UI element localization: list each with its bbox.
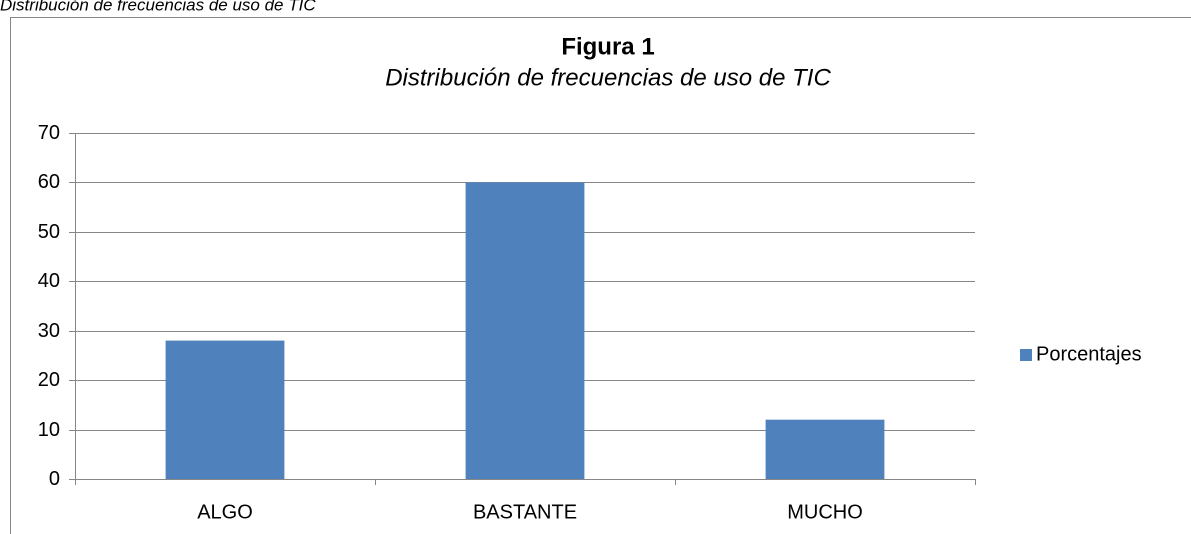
legend-label: Porcentajes	[1036, 343, 1142, 365]
chart-border	[10, 17, 1191, 534]
y-tick-label: 50	[38, 221, 60, 243]
y-tick-label: 20	[38, 369, 60, 391]
x-tick-label: BASTANTE	[473, 501, 577, 523]
x-tick-label: MUCHO	[787, 501, 863, 523]
bar	[465, 182, 585, 479]
y-tick-label: 10	[38, 419, 60, 441]
y-tick-label: 0	[49, 468, 60, 490]
chart-subtitle: Distribución de frecuencias de uso de TI…	[385, 64, 831, 91]
legend-swatch	[1020, 349, 1032, 361]
y-tick-label: 30	[38, 320, 60, 342]
x-tick-label: ALGO	[197, 501, 253, 523]
bar	[765, 419, 885, 479]
bar	[165, 340, 285, 479]
chart-title: Figura 1	[561, 33, 654, 60]
y-tick-label: 40	[38, 270, 60, 292]
y-tick-label: 60	[38, 171, 60, 193]
caption: Distribución de frecuencias de uso de TI…	[0, 0, 316, 14]
y-tick-label: 70	[38, 122, 60, 144]
